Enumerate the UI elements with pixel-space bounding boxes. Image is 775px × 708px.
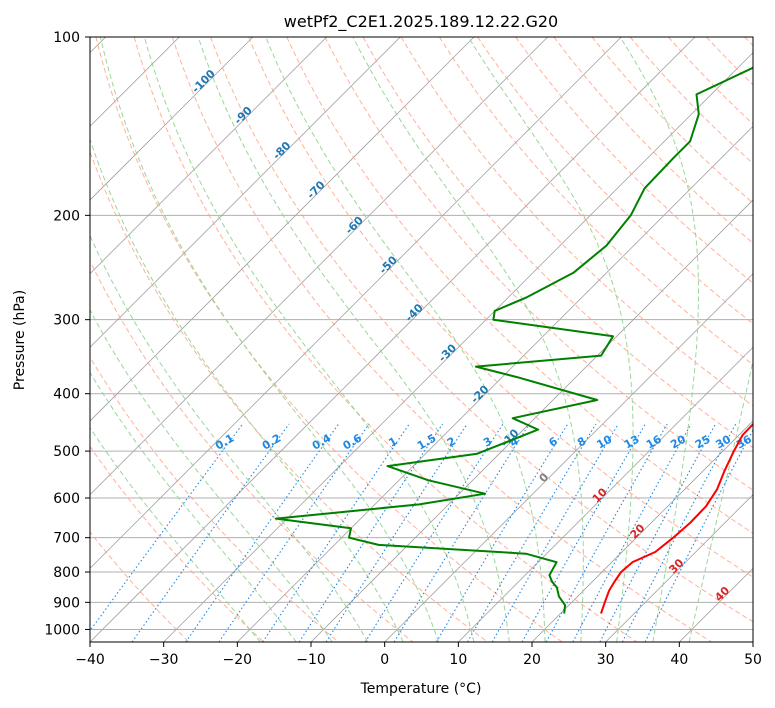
mixing-ratio-line [621,423,737,642]
moist-adiabat-line [143,37,475,642]
dry-adiabat-line [210,37,753,623]
pressure-grid [90,37,753,630]
isotherm-line [531,420,753,642]
mixing-ratio-line [185,423,340,642]
mixing-ratio-line [393,423,530,642]
y-tick-label: 200 [53,208,80,224]
dry-adiabat-line [286,37,753,534]
mixing-ratio-line [521,423,646,642]
x-tick-label: −10 [296,652,326,668]
dry-adiabat-line [171,37,712,642]
isotherm-line [90,37,401,348]
axis-ticks: −40 −30 −20 −10 0 10 20 30 40 50 1000 900 800 700 600 5… [44,30,762,668]
dry-adiabat-line [324,37,753,491]
y-tick-label: 700 [53,531,80,547]
mixing-ratio-line [572,423,692,642]
moist-adiabat-line [619,37,699,642]
moist-adiabat-line [467,37,634,642]
y-tick-label: 400 [53,387,80,403]
moist-adiabat-line [90,137,404,642]
mixing-ratio-line [644,428,753,642]
isotherm-line [605,494,753,642]
dry-adiabat-line [248,37,753,578]
chart-title: wetPf2_C2E1.2025.189.12.22.G20 [284,12,558,32]
x-tick-label: 40 [670,652,688,668]
y-tick-label: 100 [53,30,80,46]
mixing-ratio-line [364,423,504,642]
moist-adiabat-line [90,308,333,642]
mixing-ratio-line [467,423,597,642]
isotherm-line [458,346,753,642]
y-axis-label: Pressure (hPa) [12,290,28,390]
isotherm-line [90,37,622,569]
dry-adiabat-line [515,37,753,284]
dry-adiabat-line [90,356,339,642]
mixing-ratio-line [131,423,290,642]
x-tick-label: 50 [744,652,762,668]
y-tick-label: 600 [53,491,80,507]
mixing-ratio-label: 36 [734,432,754,451]
dry-adiabat-line [438,37,753,366]
mixing-ratio-line [545,423,668,642]
x-tick-label: 0 [380,652,389,668]
moist-adiabat-line [99,37,439,642]
dry-adiabat-line [90,445,264,642]
y-tick-label: 300 [53,313,80,329]
isotherm-line [90,37,254,201]
moist-adiabat-line [90,371,297,642]
moist-adiabat-line [688,358,753,642]
x-tick-label: −30 [149,652,179,668]
thermodynamic-background [90,37,753,642]
x-tick-label: −40 [75,652,105,668]
isotherm-line [237,125,753,642]
isotherm-line [90,37,475,422]
dry-adiabat-line [553,37,753,244]
x-tick-label: 30 [597,652,615,668]
isotherm-line [384,273,753,642]
dry-adiabat-line [400,37,753,407]
isotherm-line [163,52,753,642]
temperature-trace [600,422,753,614]
x-tick-label: 10 [449,652,467,668]
profile-traces [275,66,753,614]
plot-frame [89,36,754,643]
y-tick-label: 500 [53,444,80,460]
dry-adiabat-line [629,37,753,165]
y-tick-label: 900 [53,595,80,611]
dewpoint-trace [275,66,753,614]
y-tick-label: 1000 [44,622,80,638]
y-tick-label: 800 [53,565,80,581]
moist-adiabat-line [90,234,369,642]
moist-adiabat-line [197,37,510,642]
isotherm-line [90,37,327,275]
x-axis-label: Temperature (°C) [360,681,482,697]
mixing-ratio-line [599,423,716,642]
mixing-ratio-line [262,423,410,642]
dry-adiabat-line [362,37,753,449]
isotherm-line [90,37,548,496]
dry-adiabat-line [133,37,638,642]
x-tick-label: −20 [223,652,253,668]
isotherm-line [90,37,696,642]
mixing-ratio-line [218,423,370,642]
moist-adiabat-line [265,37,546,642]
x-tick-label: 20 [523,652,541,668]
mixing-ratio-line [435,423,569,642]
